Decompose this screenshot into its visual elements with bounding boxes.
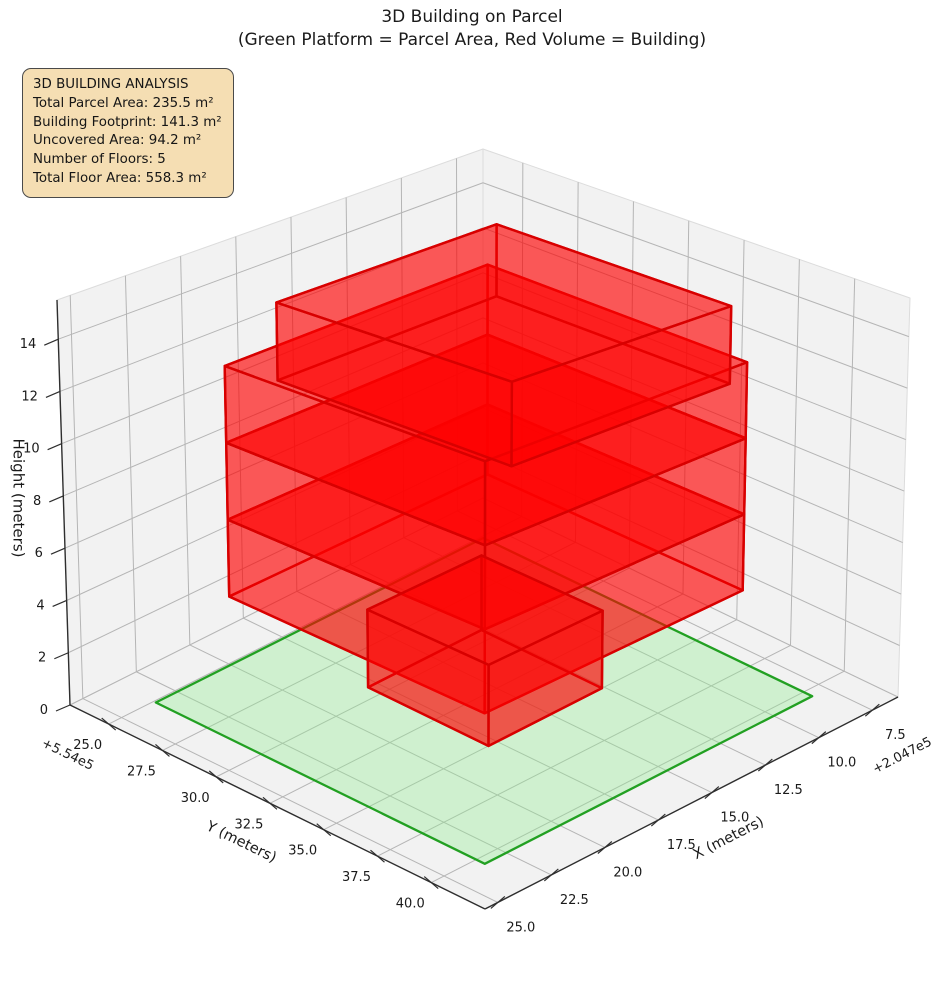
chart-subtitle: (Green Platform = Parcel Area, Red Volum… bbox=[237, 30, 707, 50]
x-tick-label: 7.5 bbox=[885, 728, 906, 743]
x-tick-label: 17.5 bbox=[667, 838, 696, 853]
chart-title-block: 3D Building on Parcel (Green Platform = … bbox=[0, 6, 944, 52]
chart-title: 3D Building on Parcel bbox=[381, 7, 563, 27]
info-box-title: 3D BUILDING ANALYSIS bbox=[33, 77, 189, 92]
y-tick-label: 27.5 bbox=[127, 764, 156, 779]
info-line: Building Footprint: 141.3 m² bbox=[33, 114, 222, 130]
info-line: Uncovered Area: 94.2 m² bbox=[33, 133, 202, 149]
z-tick-label: 2 bbox=[38, 651, 46, 666]
z-axis-label: Height (meters) bbox=[10, 439, 28, 558]
info-box-lines: Total Parcel Area: 235.5 m² Building Foot… bbox=[33, 95, 222, 189]
floor-5-face bbox=[510, 304, 733, 468]
grid-lines bbox=[58, 158, 910, 903]
analysis-info-box: 3D BUILDING ANALYSIS Total Parcel Area: … bbox=[22, 68, 234, 198]
axis-spines bbox=[56, 299, 899, 910]
y-tick-label: 40.0 bbox=[396, 897, 425, 912]
info-line: Total Parcel Area: 235.5 m² bbox=[33, 95, 214, 111]
z-tick-label: 14 bbox=[20, 337, 37, 352]
x-tick-label: 12.5 bbox=[774, 783, 803, 798]
z-tick-label: 8 bbox=[33, 494, 41, 509]
x-tick-label: 15.0 bbox=[720, 811, 749, 826]
y-tick-label: 25.0 bbox=[73, 738, 102, 753]
y-tick-label: 32.5 bbox=[234, 817, 263, 832]
building-floor-4 bbox=[223, 263, 749, 547]
y-tick-label: 30.0 bbox=[181, 791, 210, 806]
x-tick-label: 25.0 bbox=[506, 920, 535, 935]
z-tick-label: 12 bbox=[21, 389, 38, 404]
axis-ticks-and-labels: 7.5 10.0 12.5 15.0 17.5 20.0 22.5 25.0 25.0 27.5 3… bbox=[20, 337, 906, 935]
y-tick-label: 37.5 bbox=[342, 870, 371, 885]
floor-4-face bbox=[483, 361, 749, 547]
building-volume bbox=[223, 223, 749, 748]
building-floor-1 bbox=[366, 554, 604, 748]
z-tick-label: 4 bbox=[36, 598, 44, 613]
y-tick-label: 35.0 bbox=[288, 844, 317, 859]
x-tick-label: 22.5 bbox=[560, 893, 589, 908]
info-line: Total Floor Area: 558.3 m² bbox=[33, 170, 207, 186]
floor-1-face bbox=[487, 609, 604, 748]
x-tick-label: 20.0 bbox=[613, 865, 642, 880]
building-floor-5 bbox=[275, 223, 733, 468]
z-tick-label: 6 bbox=[35, 546, 43, 561]
z-tick-label: 0 bbox=[40, 703, 48, 718]
z-tick-label: 10 bbox=[23, 442, 40, 457]
info-line: Number of Floors: 5 bbox=[33, 152, 166, 168]
x-tick-label: 10.0 bbox=[827, 756, 856, 771]
